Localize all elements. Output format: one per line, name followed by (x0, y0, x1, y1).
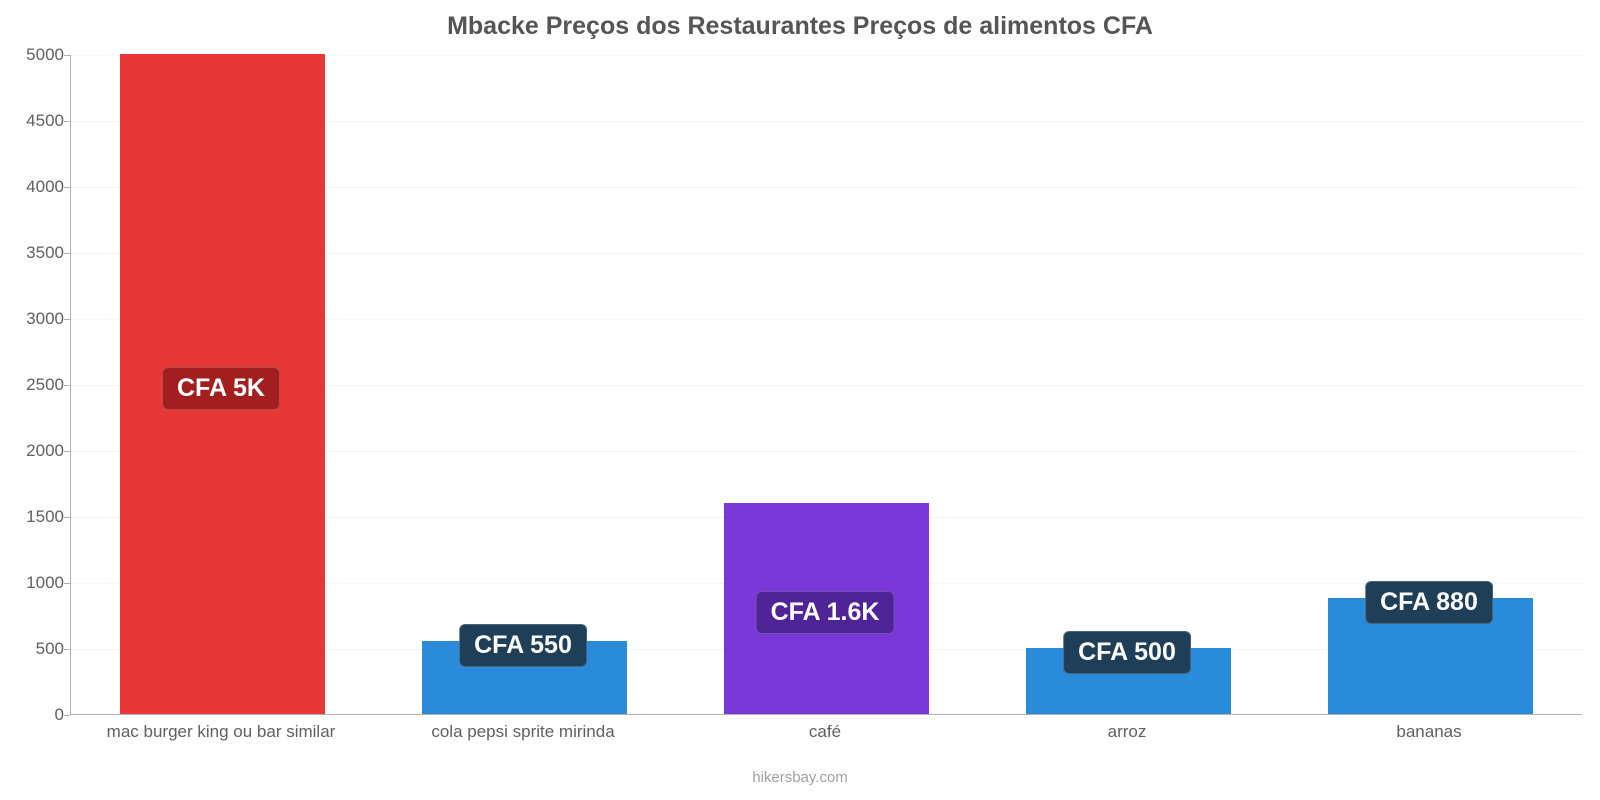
y-tick-mark (64, 451, 70, 452)
y-tick-label: 3500 (26, 243, 64, 263)
y-tick-label: 500 (36, 639, 64, 659)
x-tick-label: cola pepsi sprite mirinda (431, 722, 614, 742)
value-badge: CFA 500 (1063, 631, 1191, 674)
y-tick-mark (64, 187, 70, 188)
y-tick-mark (64, 583, 70, 584)
value-badge: CFA 1.6K (756, 591, 895, 634)
y-tick-label: 2000 (26, 441, 64, 461)
y-tick-mark (64, 649, 70, 650)
y-tick-mark (64, 121, 70, 122)
y-tick-label: 3000 (26, 309, 64, 329)
chart-container: Mbacke Preços dos Restaurantes Preços de… (0, 0, 1600, 800)
y-tick-label: 4000 (26, 177, 64, 197)
y-tick-label: 2500 (26, 375, 64, 395)
x-tick-label: bananas (1396, 722, 1461, 742)
y-tick-mark (64, 517, 70, 518)
y-tick-label: 5000 (26, 45, 64, 65)
value-badge: CFA 5K (162, 367, 280, 410)
x-tick-label: café (809, 722, 841, 742)
y-tick-mark (64, 253, 70, 254)
y-tick-mark (64, 55, 70, 56)
y-tick-label: 4500 (26, 111, 64, 131)
x-tick-label: mac burger king ou bar similar (107, 722, 336, 742)
value-badge: CFA 550 (459, 624, 587, 667)
y-tick-mark (64, 715, 70, 716)
x-tick-label: arroz (1108, 722, 1147, 742)
attribution-text: hikersbay.com (0, 769, 1600, 786)
y-tick-label: 1000 (26, 573, 64, 593)
chart-title: Mbacke Preços dos Restaurantes Preços de… (0, 12, 1600, 41)
value-badge: CFA 880 (1365, 581, 1493, 624)
y-tick-mark (64, 319, 70, 320)
y-tick-label: 0 (55, 705, 64, 725)
y-tick-label: 1500 (26, 507, 64, 527)
y-tick-mark (64, 385, 70, 386)
